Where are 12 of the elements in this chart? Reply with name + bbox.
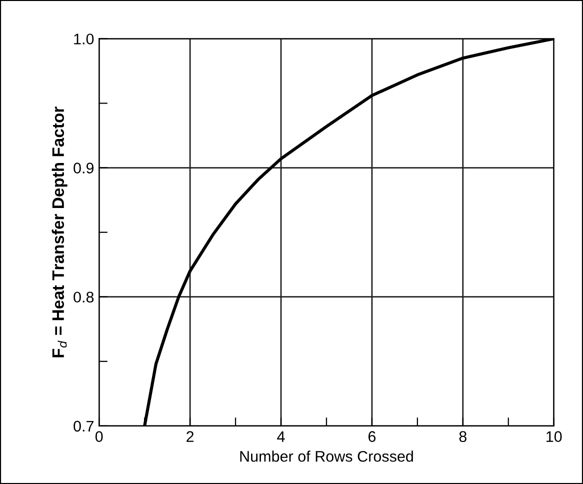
y-axis-title: F$_{d}$ = Heat Transfer Depth Factor bbox=[52, 106, 68, 358]
x-tick-label: 8 bbox=[459, 431, 466, 442]
y-tick-label: 1.0 bbox=[74, 34, 94, 44]
x-tick-label: 10 bbox=[546, 431, 562, 442]
x-tick-label: 2 bbox=[186, 431, 194, 442]
y-tick-label: 0.9 bbox=[74, 162, 94, 174]
y-tick-label: 0.7 bbox=[74, 420, 94, 432]
x-axis-title: Number of Rows Crossed bbox=[240, 450, 413, 462]
x-tick-label: 0 bbox=[95, 431, 103, 442]
y-tick-label: 0.8 bbox=[74, 292, 94, 303]
x-tick-label: 6 bbox=[368, 431, 376, 442]
x-tick-label: 4 bbox=[277, 431, 285, 442]
